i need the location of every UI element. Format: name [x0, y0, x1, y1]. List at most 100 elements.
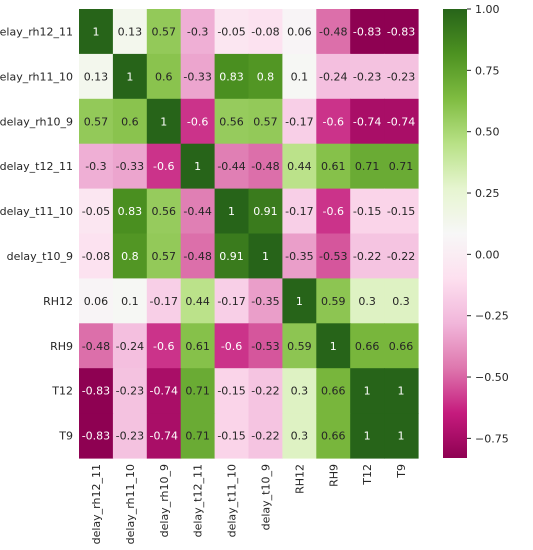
heatmap-cell	[350, 368, 385, 414]
heatmap-cell	[79, 323, 114, 369]
heatmap-cell	[350, 9, 385, 55]
cell-value-label: -0.6	[153, 160, 174, 173]
heatmap-cell	[146, 53, 182, 100]
cell-value-label: -0.74	[150, 430, 178, 443]
cell-value-label: -0.6	[187, 115, 208, 128]
heatmap-cell	[79, 233, 114, 279]
heatmap-cell	[384, 9, 419, 55]
x-tick-label: delay_t10_9	[259, 464, 272, 530]
cell-value-label: -0.15	[217, 385, 245, 398]
heatmap-cell	[214, 278, 250, 324]
cell-value-label: 0.3	[358, 295, 376, 308]
cell-value-label: -0.23	[116, 385, 144, 398]
y-tick-label: T9	[58, 430, 73, 443]
heatmap-cell	[214, 188, 250, 235]
heatmap-cell	[146, 368, 182, 414]
cell-value-label: -0.35	[285, 250, 313, 263]
heatmap-cell	[214, 9, 250, 55]
cell-value-label: 0.3	[291, 430, 309, 443]
heatmap-cell	[112, 278, 148, 324]
cell-value-label: 0.66	[389, 340, 414, 353]
heatmap-cell	[248, 233, 283, 279]
cell-value-label: -0.23	[116, 430, 144, 443]
cell-value-label: -0.48	[82, 340, 110, 353]
cell-value-label: 0.56	[152, 205, 177, 218]
cell-value-label: -0.48	[183, 250, 211, 263]
heatmap-cell	[214, 368, 250, 414]
cell-value-label: 1	[364, 430, 371, 443]
cell-value-label: 0.57	[84, 115, 109, 128]
x-tick-label: delay_t12_11	[192, 464, 205, 537]
cell-value-label: 1	[398, 385, 405, 398]
cell-value-label: -0.53	[251, 340, 279, 353]
cell-value-label: -0.33	[116, 160, 144, 173]
colorbar-tick-label: 0.00	[475, 248, 500, 261]
heatmap-cell	[180, 53, 216, 100]
cell-value-label: 0.71	[389, 160, 414, 173]
cell-value-label: 0.83	[219, 70, 244, 83]
colorbar-tick-label: 0.25	[475, 187, 500, 200]
heatmap-cell	[384, 188, 419, 235]
cell-value-label: -0.83	[387, 25, 415, 38]
heatmap-cell	[79, 98, 114, 145]
heatmap-cell	[282, 53, 317, 100]
cell-value-label: 0.83	[118, 205, 143, 218]
x-tick-label: delay_rh12_11	[90, 464, 103, 544]
cell-value-label: -0.15	[217, 430, 245, 443]
cell-value-label: 0.3	[392, 295, 410, 308]
heatmap-cell	[214, 143, 250, 190]
heatmap-cell	[180, 233, 216, 279]
heatmap-cell	[180, 143, 216, 190]
heatmap-cell	[384, 323, 419, 369]
heatmap-cell	[282, 413, 317, 459]
cell-value-label: -0.15	[353, 205, 381, 218]
cell-value-label: -0.48	[319, 25, 347, 38]
colorbar-gradient	[443, 9, 467, 458]
heatmap-cell	[79, 9, 114, 55]
cell-value-label: -0.08	[82, 250, 110, 263]
cell-value-label: -0.53	[319, 250, 347, 263]
cell-value-label: 0.3	[291, 385, 309, 398]
heatmap-cell	[146, 9, 182, 55]
cell-value-label: 1	[92, 25, 99, 38]
heatmap-cell	[79, 53, 114, 100]
cell-value-label: 0.71	[185, 385, 210, 398]
heatmap-cell	[248, 323, 283, 369]
heatmap-cell	[180, 188, 216, 235]
cell-value-label: -0.23	[353, 70, 381, 83]
cell-value-label: 1	[228, 205, 235, 218]
heatmap-cell	[146, 98, 182, 145]
heatmap-cell	[282, 188, 317, 235]
y-tick-label: RH9	[50, 340, 73, 353]
x-tick-label: delay_t11_10	[226, 464, 239, 537]
cell-value-label: 0.1	[121, 295, 139, 308]
cell-value-label: -0.3	[85, 160, 106, 173]
cell-value-label: -0.74	[150, 385, 178, 398]
heatmap-cell	[316, 143, 351, 190]
cell-value-label: 1	[398, 430, 405, 443]
cell-value-label: -0.05	[217, 25, 245, 38]
heatmap-cell	[214, 323, 250, 369]
cell-value-label: -0.83	[82, 430, 110, 443]
heatmap-cell	[350, 143, 385, 190]
y-tick-label: T12	[51, 385, 73, 398]
heatmap-cell	[180, 98, 216, 145]
cell-value-label: -0.17	[285, 115, 313, 128]
cell-value-label: 0.59	[287, 340, 312, 353]
heatmap-cell	[384, 413, 419, 459]
y-tick-label: delay_t11_10	[0, 205, 73, 218]
heatmap-cell	[79, 188, 114, 235]
heatmap-cell	[384, 53, 419, 100]
heatmap-cell	[316, 188, 351, 235]
heatmap-cell	[146, 233, 182, 279]
heatmap-cell	[112, 413, 148, 459]
cell-value-label: 0.91	[219, 250, 244, 263]
cell-value-label: 0.44	[287, 160, 312, 173]
cell-value-label: -0.74	[387, 115, 415, 128]
cell-value-label: -0.08	[251, 25, 279, 38]
heatmap-cell	[214, 233, 250, 279]
cell-value-label: -0.17	[217, 295, 245, 308]
heatmap-cell	[282, 278, 317, 324]
cell-value-label: -0.48	[251, 160, 279, 173]
